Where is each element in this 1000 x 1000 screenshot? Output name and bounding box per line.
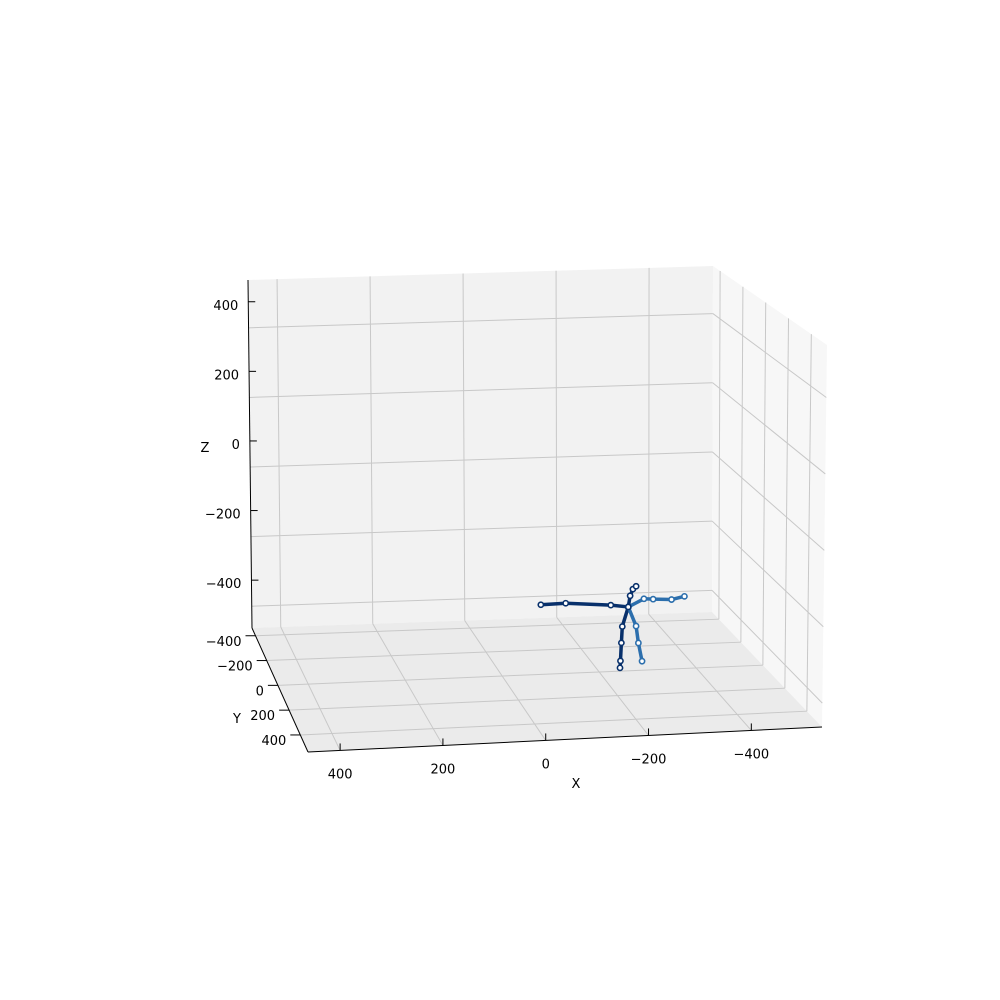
- x-tick-label: −200: [631, 752, 667, 767]
- z-tick-label: −400: [206, 577, 242, 592]
- z-tick-label: 400: [213, 299, 238, 314]
- joint-point: [537, 601, 545, 609]
- tick-labels: 400400−400200200−200000−200−200200−400−4…: [205, 299, 769, 783]
- y-tick-label: 200: [250, 709, 275, 724]
- x-axis-line: [307, 726, 823, 753]
- joint-point: [634, 639, 642, 647]
- joint-point: [562, 599, 570, 607]
- axis-panes: [248, 266, 827, 752]
- joint-point: [624, 603, 632, 611]
- y-grid-line-side-0: [718, 270, 721, 620]
- x-grid-line-back-2: [462, 273, 466, 621]
- y-axis-line: [251, 627, 309, 753]
- x-grid-line-back-0: [276, 279, 282, 628]
- joint-point: [649, 595, 657, 603]
- skeleton-part-2: [624, 582, 640, 611]
- y-grid-line-floor-2: [277, 664, 763, 686]
- x-tick-label: −400: [733, 747, 769, 762]
- bone: [620, 605, 631, 629]
- axis-lines: [247, 279, 823, 753]
- joint-point: [681, 592, 688, 600]
- x-tick-label: 0: [542, 757, 550, 772]
- joint-point: [640, 595, 648, 603]
- joint-point: [618, 623, 626, 630]
- joint-point: [626, 592, 634, 600]
- z-grid-line-side-2: [712, 451, 825, 551]
- y-grid-line-side-2: [762, 302, 767, 666]
- y-grid-line-floor-0: [255, 618, 719, 637]
- y-grid-line-floor-4: [300, 710, 807, 736]
- z-grid-line-side-1: [711, 520, 824, 628]
- y-tick-label: 400: [261, 734, 286, 749]
- back-pane: [248, 266, 713, 628]
- skeleton-series: [537, 582, 688, 672]
- joint-point: [668, 596, 675, 603]
- y-grid-line-side-1: [740, 286, 744, 643]
- skeleton-part-1: [624, 592, 688, 665]
- x-tick-label: 200: [431, 762, 456, 777]
- joint-point: [632, 582, 640, 590]
- joint-point: [617, 639, 625, 647]
- bone: [563, 601, 613, 607]
- joint-point: [617, 657, 624, 665]
- x-grid-line-floor-0: [280, 626, 341, 751]
- z-grid-line-side-0: [711, 590, 823, 704]
- x-axis-label: X: [572, 777, 581, 792]
- z-tick-label: 0: [232, 438, 240, 453]
- z-grid-line-back-0: [251, 589, 713, 607]
- z-tick-label: −200: [205, 508, 241, 523]
- z-grid-line-side-4: [712, 313, 827, 398]
- grid-lines: [248, 267, 827, 751]
- z-grid-line-back-1: [250, 520, 713, 538]
- z-grid-line-back-3: [249, 382, 713, 398]
- x-grid-line-floor-2: [464, 620, 547, 741]
- x-tick-label: 400: [328, 767, 353, 782]
- joint-point: [616, 664, 624, 672]
- z-axis-label: Z: [201, 441, 210, 456]
- z-tick-label: 200: [214, 368, 239, 383]
- y-tick-label: 0: [256, 684, 264, 699]
- y-grid-line-side-4: [806, 334, 812, 712]
- x-grid-line-floor-4: [648, 613, 752, 731]
- x-grid-line-floor-3: [556, 617, 649, 736]
- joint-point: [632, 622, 640, 630]
- x-grid-line-floor-1: [372, 623, 444, 746]
- y-grid-line-side-3: [784, 318, 790, 689]
- z-grid-line-back-4: [248, 313, 713, 329]
- bone: [626, 605, 638, 628]
- y-axis-label: Y: [232, 712, 241, 727]
- y-grid-line-floor-3: [289, 687, 785, 711]
- z-grid-line-side-3: [712, 382, 826, 475]
- x-grid-line-back-3: [555, 270, 558, 618]
- z-axis-line: [247, 279, 253, 629]
- joint-point: [607, 601, 615, 609]
- y-tick-label: −400: [206, 635, 242, 650]
- x-grid-line-back-1: [369, 276, 374, 624]
- axis-labels: Z X Y: [201, 441, 581, 792]
- z-grid-line-back-2: [250, 451, 713, 468]
- y-grid-line-floor-1: [266, 641, 741, 662]
- bone: [539, 601, 568, 607]
- y-tick-label: −200: [217, 660, 253, 675]
- joint-point: [638, 657, 646, 665]
